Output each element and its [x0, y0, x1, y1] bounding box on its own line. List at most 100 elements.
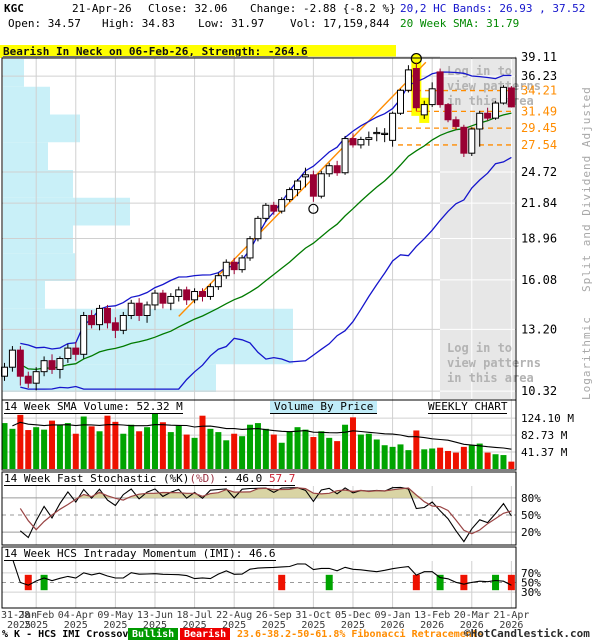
volume-bar — [397, 444, 404, 469]
candle-body — [428, 88, 436, 106]
candle-body — [143, 304, 151, 316]
x-axis-date-label: 09-May — [97, 610, 133, 621]
candle-body — [214, 275, 222, 288]
x-axis-date-label: 13-Jun — [137, 610, 173, 621]
candle-body — [262, 204, 270, 219]
x-axis-date-label: 18-Jul — [177, 610, 213, 621]
x-axis-year-label: 2025 — [143, 620, 167, 631]
x-axis-date-label: 31-Jan — [1, 610, 37, 621]
candle-body — [254, 217, 262, 240]
candle-body — [484, 112, 492, 119]
imi-crossover-bar — [40, 574, 48, 591]
candle-body — [349, 138, 357, 146]
close-value: Close: 32.06 — [148, 2, 228, 15]
volume-bar — [223, 440, 230, 469]
candle-body — [365, 137, 373, 140]
price-axis-label: 13.20 — [521, 322, 557, 336]
candle-body — [246, 238, 254, 259]
x-axis-date-label: 31-Oct — [295, 610, 331, 621]
candle-body — [24, 375, 32, 384]
candle-body — [270, 204, 278, 212]
hc-lower-band-line — [20, 156, 512, 390]
x-axis-date-label: 09-Jan — [375, 610, 411, 621]
volume-panel-border — [1, 399, 517, 471]
price-axis-label: 36.23 — [521, 69, 557, 83]
candle-body — [56, 358, 64, 370]
stoch-d-label: (%D) — [189, 472, 216, 485]
x-axis-date-label: 26-Sep — [256, 610, 292, 621]
candle-body — [412, 68, 420, 109]
change-value: Change: -2.88 {-8.2 %} — [250, 2, 396, 15]
bearish-badge: Bearish — [180, 628, 231, 640]
candle-body — [96, 307, 104, 326]
fibonacci-trendline — [178, 61, 427, 317]
candle-body — [159, 292, 167, 304]
fib-axis-label: 27.54 — [521, 138, 557, 152]
pattern-alert-banner: Bearish In Neck on 06-Feb-26, Strength: … — [0, 45, 396, 58]
volume-bar — [468, 445, 475, 469]
volume-bar — [151, 413, 158, 469]
volume-axis-label: 82.73 M — [521, 429, 568, 442]
volume-bar — [191, 437, 198, 469]
bullish-badge: Bullish — [128, 628, 179, 640]
candle-body — [222, 261, 230, 277]
pattern-circle-top — [410, 52, 422, 65]
imi-crossover-bar — [278, 574, 286, 591]
volume-bar — [476, 443, 483, 469]
candle-body — [499, 86, 507, 104]
imi-crossover-bar — [436, 574, 444, 591]
candle-body — [32, 371, 40, 384]
side-label-logarithmic: Logarithmic — [580, 316, 593, 400]
x-axis-date-label: 20-Mar — [454, 610, 490, 621]
imi-crossover-bar — [492, 574, 500, 591]
volume-bar — [357, 434, 364, 469]
volume-bar — [452, 452, 459, 469]
volume-bar — [278, 442, 285, 469]
x-axis-year-label: 2025 — [341, 620, 365, 631]
volume-bar — [112, 421, 119, 469]
stoch-panel-border — [1, 471, 517, 546]
candle-body — [452, 119, 460, 127]
volume-bar — [334, 441, 341, 469]
stoch-k-value: 46.0 — [235, 472, 263, 485]
volume-bar — [17, 414, 24, 469]
volume-axis-label: 124.10 M — [521, 412, 574, 425]
volume-sma-line — [12, 421, 512, 450]
x-axis-date-label: 13-Feb — [414, 610, 450, 621]
volume-bar — [1, 423, 8, 469]
x-axis-year-label: 2025 — [262, 620, 286, 631]
volume-bar — [80, 416, 87, 469]
candle-body — [64, 347, 72, 360]
imi-line — [11, 558, 512, 586]
volume-bar — [104, 415, 111, 469]
volume-bar — [326, 437, 333, 469]
volume-bar — [72, 433, 79, 469]
side-label-adjusted: Split and Dividend Adjusted — [580, 86, 593, 292]
fib-axis-label: 29.45 — [521, 121, 557, 135]
x-axis-year-label: 2025 — [301, 620, 325, 631]
candle-body — [309, 174, 317, 197]
login-overlay-text: Log in to — [447, 64, 512, 78]
candle-body — [230, 261, 238, 271]
volume-bar — [96, 431, 103, 469]
x-axis-date-label: 22-Aug — [216, 610, 252, 621]
volume-bar — [445, 450, 452, 469]
imi-crossover-bar — [24, 574, 32, 591]
x-axis-year-label: 2026 — [381, 620, 405, 631]
candle-body — [151, 292, 159, 306]
volume-bar — [41, 429, 48, 469]
sma20-line — [19, 112, 512, 371]
volume-bar — [49, 420, 56, 469]
imi-panel-title: 14 Week HCS Intraday Momentum (IMI): 46.… — [4, 547, 276, 561]
price-axis-label: 24.72 — [521, 165, 557, 179]
x-axis-year-label: 2025 — [64, 620, 88, 631]
candle-body — [341, 138, 349, 174]
volume-bar — [302, 429, 309, 469]
candle-body — [436, 71, 444, 106]
candle-body — [389, 112, 397, 141]
x-axis-year-label: 2026 — [460, 620, 484, 631]
volume-bar — [492, 454, 499, 469]
candle-body — [381, 132, 389, 135]
candle-body — [72, 347, 80, 355]
